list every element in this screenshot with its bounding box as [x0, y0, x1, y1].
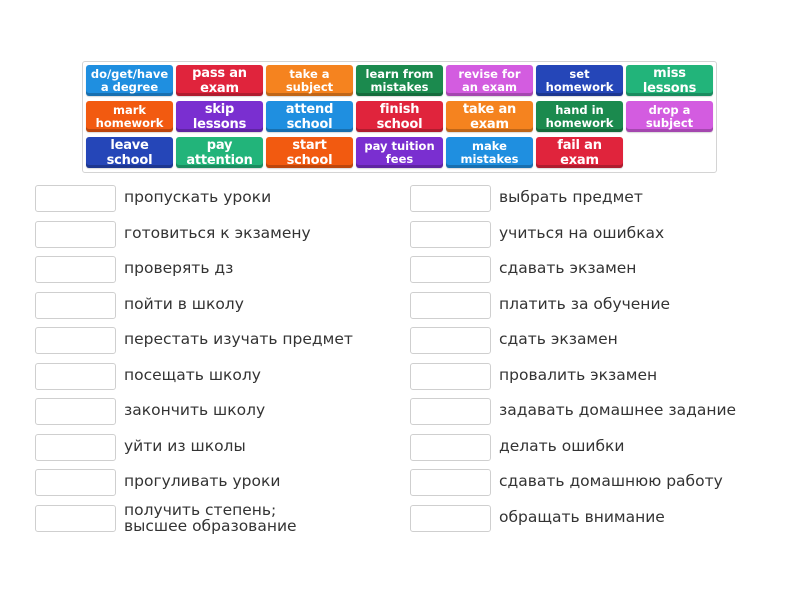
word-tile[interactable]: take an exam	[446, 101, 533, 132]
match-label-right: сдавать домашнюю работу	[499, 472, 723, 490]
drop-slot-right[interactable]	[410, 220, 491, 248]
match-label-right: сдать экзамен	[499, 330, 618, 348]
word-tile[interactable]: miss lessons	[626, 65, 713, 96]
drop-slot-left[interactable]	[35, 291, 116, 319]
word-tile[interactable]: set homework	[536, 65, 623, 96]
word-tile[interactable]: finish school	[356, 101, 443, 132]
word-tile-label: take an exam	[462, 101, 517, 132]
word-tile-label: pay tuition fees	[364, 138, 435, 166]
match-label-left: уйти из школы	[124, 436, 246, 455]
word-tile-label: pass an exam	[192, 65, 247, 96]
drop-slot-right[interactable]	[410, 469, 491, 496]
match-label-left: получить степень; высшее образование	[124, 500, 297, 535]
word-tile[interactable]: hand in homework	[536, 101, 623, 132]
match-label-left: пойти в школу	[124, 294, 244, 313]
word-tile-label: mark homework	[95, 102, 164, 130]
match-label-left: посещать школу	[124, 365, 261, 384]
word-tile-label: do/get/have a degree	[90, 66, 169, 94]
word-tile[interactable]: pass an exam	[176, 65, 263, 96]
match-label-right: платить за обучение	[499, 294, 671, 313]
match-label-right: выбрать предмет	[499, 188, 643, 206]
word-tile[interactable]: do/get/have a degree	[86, 65, 173, 96]
drop-slot-right[interactable]	[410, 398, 491, 425]
drop-slot-left[interactable]	[35, 398, 116, 425]
word-tile[interactable]: pay attention	[176, 137, 263, 168]
word-tile-label: set homework	[545, 66, 614, 94]
word-tile-label: start school	[286, 137, 333, 168]
drop-slot-left[interactable]	[35, 256, 116, 283]
match-label-left: проверять дз	[124, 259, 234, 277]
match-label-right: сдавать экзамен	[499, 259, 637, 277]
word-tile[interactable]: mark homework	[86, 101, 173, 132]
match-label-right: делать ошибки	[499, 436, 625, 455]
match-label-left: пропускать уроки	[124, 188, 272, 206]
word-tile-label: miss lessons	[642, 65, 697, 96]
word-tile[interactable]: learn from mistakes	[356, 65, 443, 96]
word-tile[interactable]: leave school	[86, 137, 173, 168]
word-tile[interactable]: revise for an exam	[446, 65, 533, 96]
drop-slot-right[interactable]	[410, 433, 491, 461]
word-tile-label: attend school	[285, 101, 334, 132]
match-label-right: учиться на ошибках	[499, 223, 665, 242]
match-label-right: задавать домашнее задание	[499, 401, 737, 419]
word-tile[interactable]: start school	[266, 137, 353, 168]
word-tile[interactable]: pay tuition fees	[356, 137, 443, 168]
drop-slot-left[interactable]	[35, 220, 116, 248]
drop-slot-left[interactable]	[35, 433, 116, 461]
drop-slot-right[interactable]	[410, 504, 491, 532]
drop-slot-left[interactable]	[35, 327, 116, 354]
word-tile[interactable]: fail an exam	[536, 137, 623, 168]
drop-slot-left[interactable]	[35, 504, 116, 532]
word-tile-label: learn from mistakes	[365, 66, 434, 94]
word-tile-label: take a subject	[285, 66, 334, 94]
word-tile-label: drop a subject	[645, 102, 694, 130]
drop-slot-right[interactable]	[410, 256, 491, 283]
match-label-left: прогуливать уроки	[124, 472, 281, 490]
match-label-left: перестать изучать предмет	[124, 330, 353, 348]
drop-slot-left[interactable]	[35, 362, 116, 390]
drop-slot-right[interactable]	[410, 291, 491, 319]
word-tile-label: revise for an exam	[458, 66, 521, 94]
word-tile-label: hand in homework	[545, 102, 614, 130]
drop-slot-left[interactable]	[35, 469, 116, 496]
word-tile-label: finish school	[376, 101, 423, 132]
word-tile-label: skip lessons	[192, 101, 247, 132]
match-label-right: обращать внимание	[499, 507, 665, 526]
drop-slot-right[interactable]	[410, 362, 491, 390]
word-tile[interactable]: make mistakes	[446, 137, 533, 168]
match-label-right: провалить экзамен	[499, 365, 658, 384]
word-tile-label: make mistakes	[460, 138, 519, 166]
word-tile-label: pay attention	[186, 137, 253, 168]
match-label-left: закончить школу	[124, 401, 266, 419]
word-tile[interactable]: take a subject	[266, 65, 353, 96]
word-tile-label: fail an exam	[557, 137, 602, 168]
match-label-left: готовиться к экзамену	[124, 223, 311, 242]
word-tile-label: leave school	[106, 137, 153, 168]
word-tile[interactable]: attend school	[266, 101, 353, 132]
drop-slot-right[interactable]	[410, 327, 491, 354]
drop-slot-right[interactable]	[410, 185, 491, 212]
word-tile[interactable]: skip lessons	[176, 101, 263, 132]
word-tile[interactable]: drop a subject	[626, 101, 713, 132]
drop-slot-left[interactable]	[35, 185, 116, 212]
